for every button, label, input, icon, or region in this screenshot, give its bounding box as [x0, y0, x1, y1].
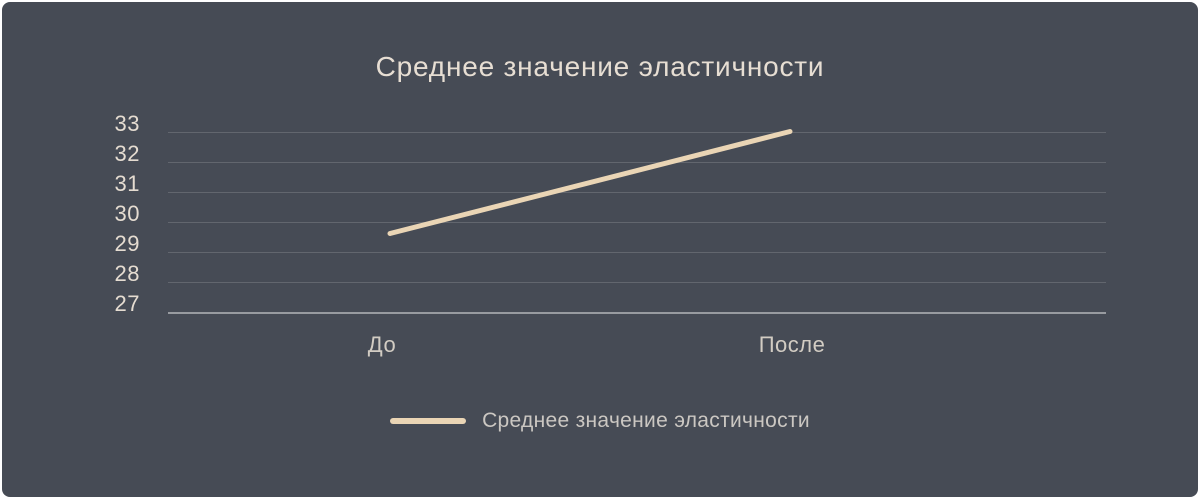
x-axis-line: [168, 311, 1106, 314]
x-axis-label: До: [367, 332, 397, 357]
legend: Среднее значение эластичности: [2, 408, 1198, 434]
y-tick-label: 32: [114, 140, 140, 166]
y-tick-label: 29: [114, 230, 140, 256]
legend-line-swatch: [390, 418, 467, 424]
gridline: [168, 251, 1106, 253]
y-tick-label: 33: [114, 110, 140, 136]
gridline: [168, 281, 1106, 283]
legend-label: Среднее значение эластичности: [482, 409, 810, 432]
x-axis-label: После: [758, 332, 826, 357]
chart-title: Среднее значение эластичности: [375, 51, 825, 82]
gridline: [168, 191, 1106, 193]
y-tick-label: 27: [114, 290, 140, 316]
y-tick-label: 30: [114, 200, 140, 226]
y-tick-label: 28: [114, 260, 140, 286]
gridline: [168, 161, 1106, 163]
y-tick-label: 31: [114, 170, 140, 196]
data-line: [387, 129, 793, 236]
gridline: [168, 131, 1106, 133]
gridline: [168, 221, 1106, 223]
